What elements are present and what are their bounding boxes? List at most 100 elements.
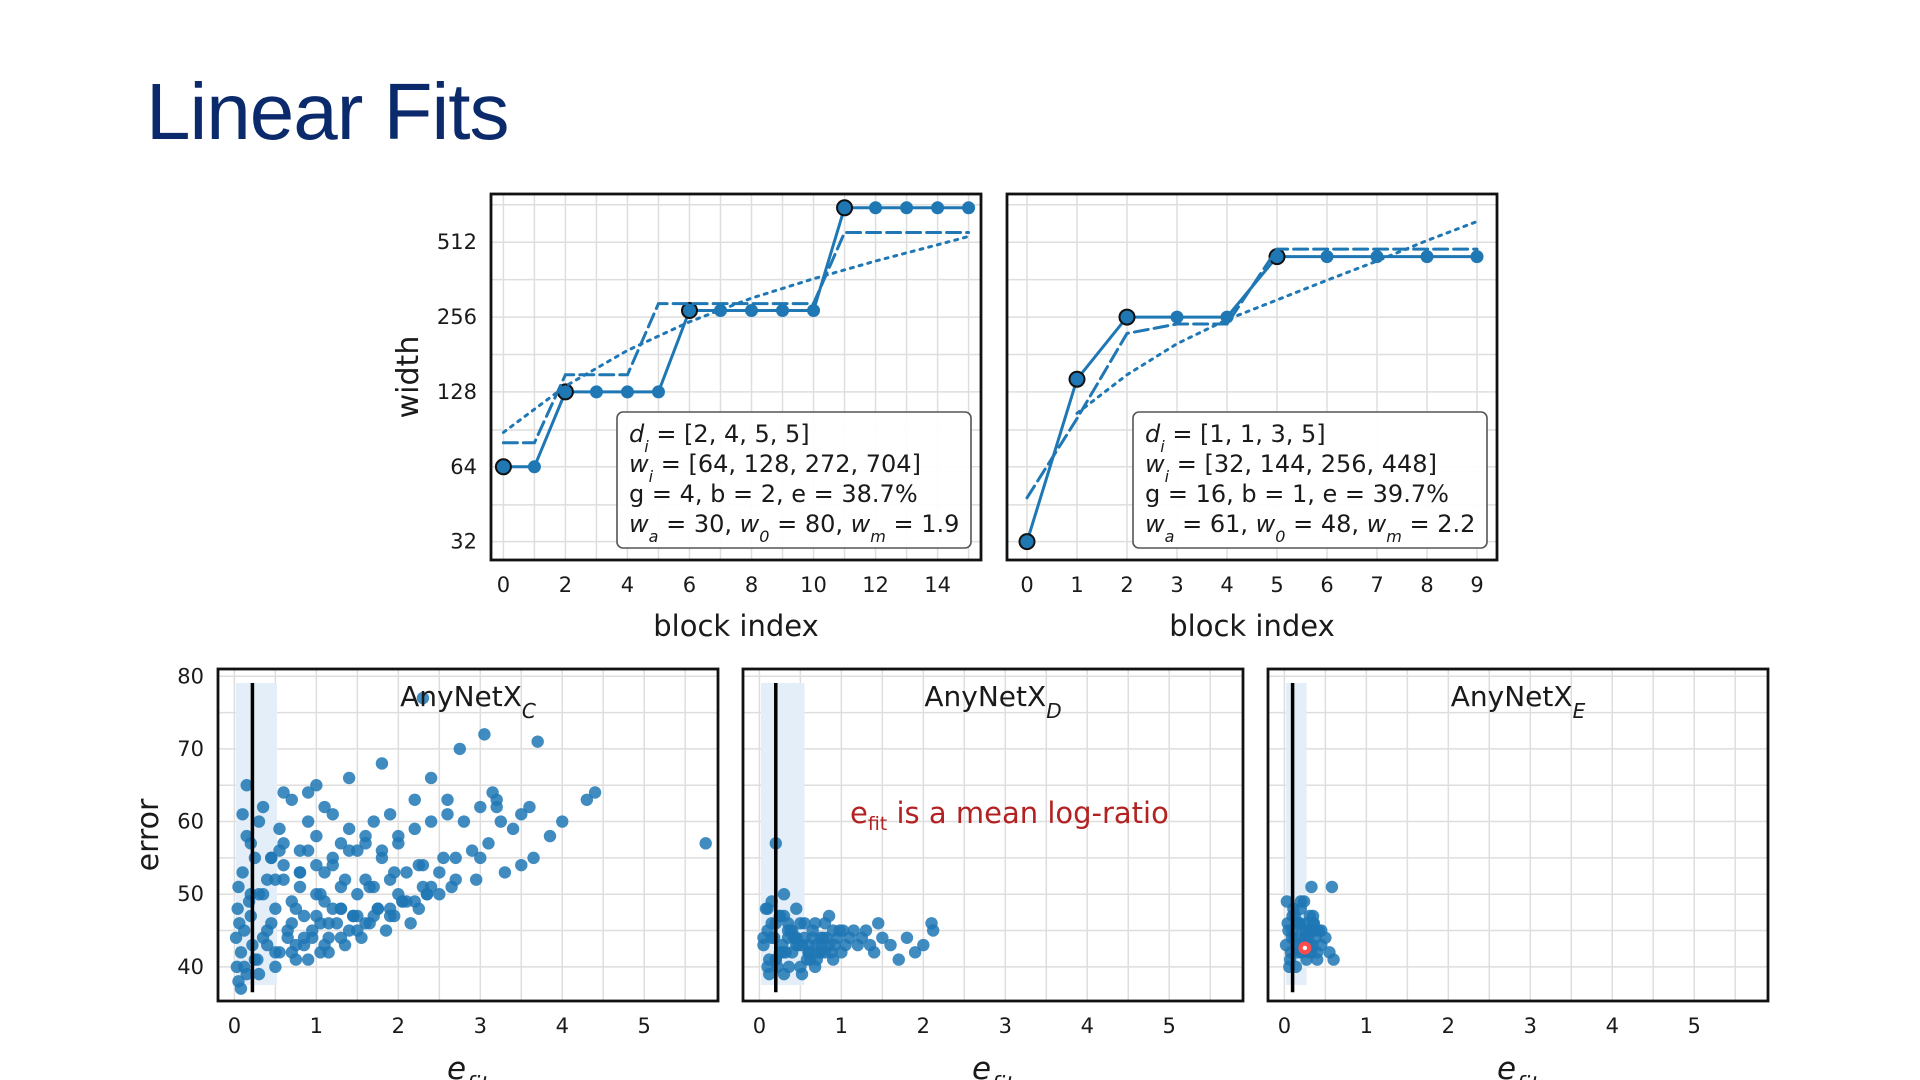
x-tick-label: 1 [1070,573,1083,597]
data-point [232,880,245,894]
data-point [408,793,421,806]
data-point [297,931,311,944]
panel-title: AnyNetXD [924,680,1061,723]
data-point [310,779,323,792]
data-point [273,844,286,857]
chart-AnyNetX_E: 0 1 2 3 4 5 efit AnyNetXE [1266,667,1770,1080]
data-point [297,909,311,923]
x-tick-label: 3 [474,1014,487,1038]
data-point [498,866,512,879]
data-point [1305,880,1318,894]
data-point [1325,880,1339,894]
data-point [375,757,389,770]
data-point [680,302,698,320]
data-point [293,844,307,857]
data-point [281,931,294,944]
x-tick-label: 0 [497,573,510,597]
data-point [269,960,282,974]
data-point [828,938,842,952]
data-point [543,829,557,843]
data-point [306,924,319,937]
data-point [588,786,602,799]
data-point [589,385,603,399]
data-point [310,909,323,923]
chart-AnyNetX_C: 0 1 2 3 4 5 40 50 60 70 80 efit error AnyNetXC [131,664,720,1080]
series-dotted-line [501,234,971,434]
data-point [231,902,244,915]
data-point [855,931,869,944]
chart-top-right: 0 1 2 3 4 5 6 7 8 9 block index di = [1, 1, 3, 5]wi… [1005,192,1499,643]
data-point [416,691,430,705]
y-axis-label: error [131,798,166,871]
data-point [229,931,243,944]
plot-frame [1005,192,1499,562]
data-point [285,917,298,930]
data-point [763,967,776,981]
data-point [326,858,339,872]
y-tick-label: 70 [177,737,204,761]
plot-frame [741,667,1245,1003]
x-tick-label: 2 [1120,573,1133,597]
data-point [383,909,397,923]
x-tick-label: 5 [1163,1014,1176,1038]
plot-frame [216,667,720,1003]
data-point [699,837,712,850]
data-point [457,815,471,828]
x-tick-label: 4 [1081,1014,1094,1038]
data-point [238,960,251,974]
data-point [884,938,897,952]
data-point [580,793,594,806]
legend-entry: g = 16, b = 1, e = 39.7% [1145,480,1449,508]
data-point [807,304,821,318]
data-point [1420,250,1434,264]
data-point [876,931,889,944]
data-point [269,902,282,915]
data-point [359,837,372,850]
data-point [527,851,540,865]
data-point [1306,917,1320,930]
y-tick-label: 40 [177,955,204,979]
y-tick-label: 32 [450,530,477,554]
data-point [234,946,248,959]
data-point [277,858,290,872]
y-tick-label: 80 [177,664,204,688]
data-point [424,771,438,785]
chart-AnyNetX_D: 0 1 2 3 4 5 efit AnyNetXD [741,667,1245,1080]
data-point [808,917,822,930]
data-point [556,815,569,828]
data-point [375,844,389,857]
data-point [908,946,922,959]
efit-annotation-text: is a mean log-ratio [887,796,1169,830]
x-axis-label: efit [447,1051,490,1080]
chart-top-left: 0 2 4 6 8 10 12 14 32 64 128 256 512 block index width… [391,192,983,643]
data-point [359,917,372,930]
data-point [836,924,850,937]
series-dotted-line [1075,220,1479,415]
data-point [1327,953,1340,966]
data-point [531,735,544,748]
data-point [1470,250,1484,264]
x-tick-label: 8 [745,573,758,597]
data-point [847,924,860,937]
data-point [745,304,759,318]
data-point [252,815,266,828]
data-point [822,909,836,923]
legend-box [1132,411,1488,549]
data-point [347,909,360,923]
x-tick-label: 7 [1370,573,1383,597]
data-point [469,873,483,886]
data-point [869,201,883,215]
data-point [1310,953,1324,966]
series-solid-line [501,206,971,469]
data-point [248,953,262,966]
data-point [474,800,487,814]
data-point [285,793,298,806]
data-point [310,858,323,872]
data-point [1294,895,1307,908]
legend-entry: wa = 61, w0 = 48, wm = 2.2 [1145,510,1475,546]
series-dashed-line [501,231,971,445]
x-tick-label: 2 [917,1014,930,1038]
panel-title: AnyNetXC [400,680,536,723]
data-point [892,953,905,966]
data-point [236,866,249,879]
